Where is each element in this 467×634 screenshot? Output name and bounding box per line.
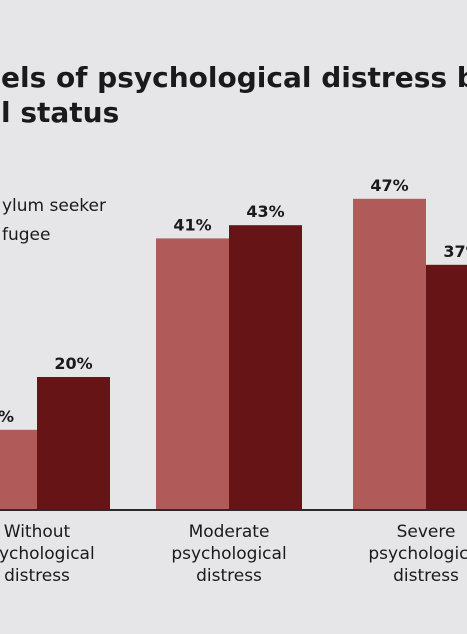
bar (37, 377, 110, 509)
category-label: psychological (368, 544, 467, 564)
category-label: distress (393, 566, 459, 586)
category-label: Without (4, 522, 71, 542)
category-label: distress (196, 566, 262, 586)
category-label: psychological (0, 544, 95, 564)
category-label: Moderate (189, 522, 270, 542)
bar (0, 429, 37, 509)
legend-label: fugee (2, 225, 50, 245)
bar (156, 238, 229, 509)
bar-value-label: 20% (54, 354, 92, 373)
bar (353, 198, 426, 510)
bar-value-label: 47% (370, 176, 408, 195)
bar-value-label: 2% (0, 407, 14, 426)
bar-value-label: 37% (443, 242, 467, 261)
category-label: Severe (397, 522, 456, 542)
bar-value-label: 41% (173, 215, 211, 234)
bar-value-label: 43% (246, 202, 284, 221)
chart-title-line: l status (1, 96, 119, 129)
category-label: psychological (171, 544, 286, 564)
category-label: distress (4, 566, 70, 586)
legend-label: ylum seeker (2, 196, 106, 216)
bar (229, 225, 302, 509)
bar (426, 264, 467, 509)
chart-title-line: els of psychological distress by (1, 61, 467, 94)
